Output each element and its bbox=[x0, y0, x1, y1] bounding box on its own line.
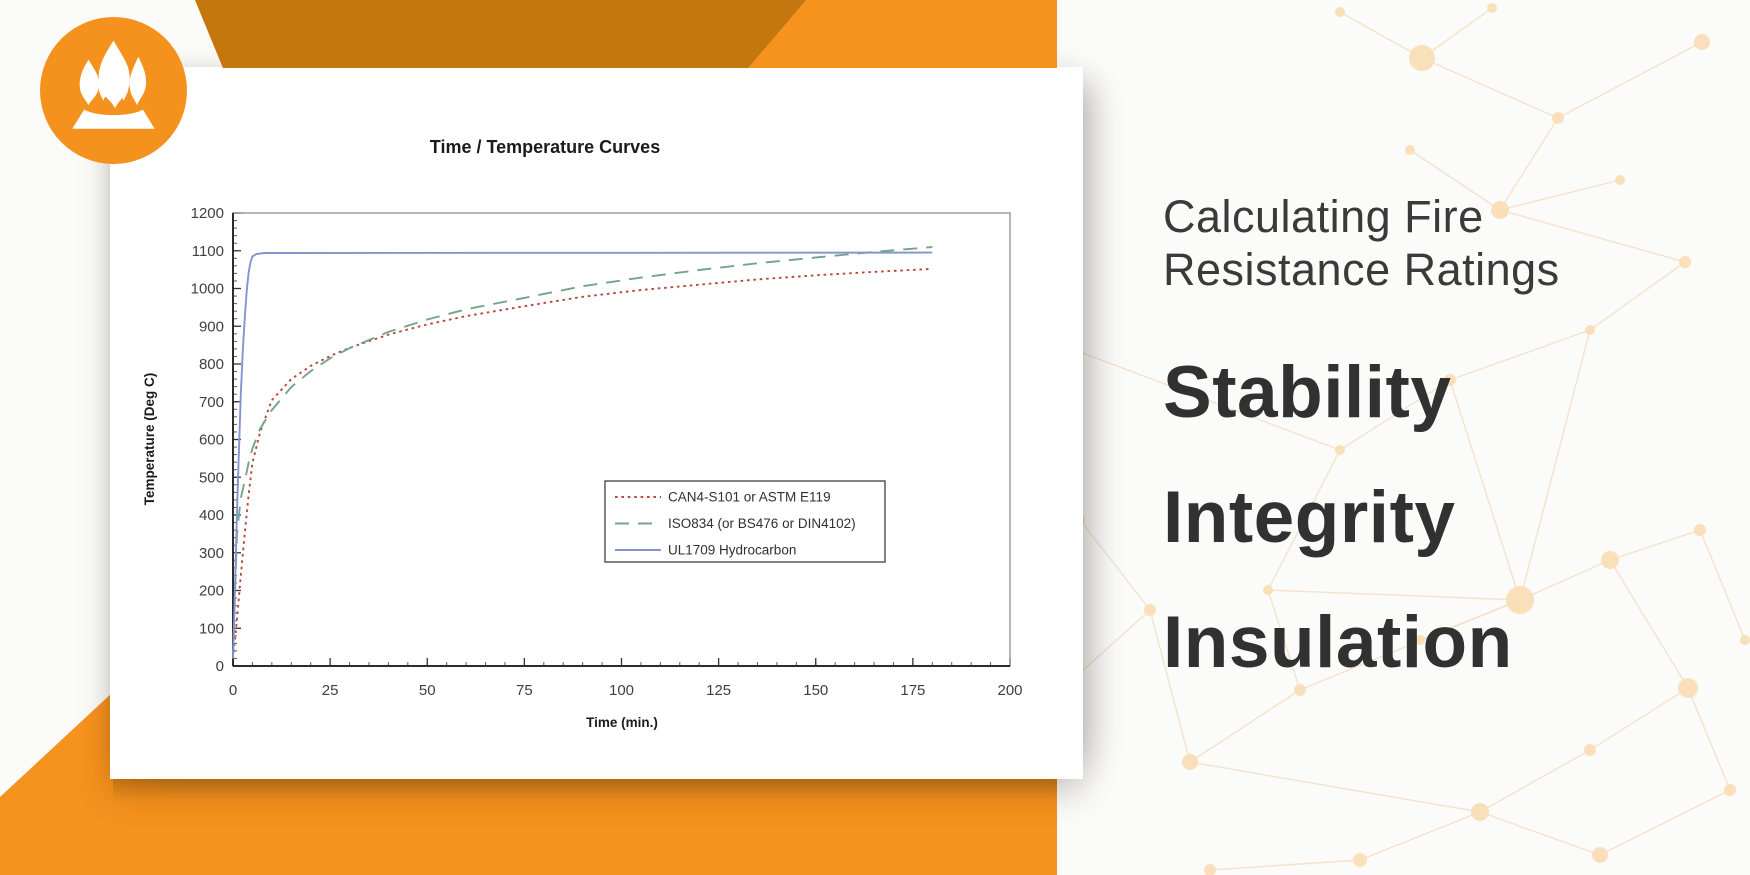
headline-word-stability: Stability bbox=[1163, 352, 1452, 433]
chart-title: Time / Temperature Curves bbox=[430, 137, 660, 157]
y-tick-label: 800 bbox=[199, 356, 224, 373]
x-tick-label: 50 bbox=[419, 682, 436, 699]
legend-label: CAN4-S101 or ASTM E119 bbox=[668, 490, 831, 505]
y-tick-label: 100 bbox=[199, 620, 224, 637]
x-tick-label: 150 bbox=[803, 682, 828, 699]
y-axis-title: Temperature (Deg C) bbox=[142, 373, 157, 506]
y-tick-label: 400 bbox=[199, 507, 224, 524]
card-bottom-shadow bbox=[113, 779, 1057, 801]
top-orange-band-dark bbox=[195, 0, 806, 68]
x-tick-label: 200 bbox=[997, 682, 1022, 699]
curve-0 bbox=[232, 267, 933, 659]
y-tick-label: 1100 bbox=[192, 243, 224, 260]
legend-label: UL1709 Hydrocarbon bbox=[668, 543, 796, 558]
headline-block: Calculating Fire Resistance Ratings bbox=[1163, 190, 1560, 296]
fire-logo-icon bbox=[40, 17, 187, 164]
headline-subtitle-line2: Resistance Ratings bbox=[1163, 244, 1560, 295]
y-tick-label: 500 bbox=[199, 469, 224, 486]
y-tick-label: 0 bbox=[216, 658, 224, 675]
curve-1 bbox=[232, 246, 933, 659]
legend-box bbox=[604, 480, 886, 563]
x-tick-label: 100 bbox=[609, 682, 634, 699]
curve-2 bbox=[232, 251, 933, 659]
y-tick-label: 900 bbox=[199, 318, 224, 335]
headline-subtitle-line1: Calculating Fire bbox=[1163, 191, 1484, 242]
x-tick-label: 0 bbox=[229, 682, 237, 699]
y-tick-label: 1200 bbox=[191, 205, 224, 222]
x-axis-title: Time (min.) bbox=[586, 715, 658, 730]
y-tick-label: 700 bbox=[199, 394, 224, 411]
y-tick-label: 300 bbox=[199, 545, 224, 562]
plot-frame bbox=[232, 212, 1011, 667]
x-tick-label: 75 bbox=[516, 682, 533, 699]
legend-label: ISO834 (or BS476 or DIN4102) bbox=[668, 516, 856, 531]
x-tick-label: 175 bbox=[900, 682, 925, 699]
time-temperature-chart: 0 25 50 75 100 125 150 175 200 0 100 200 300 400 500 60… bbox=[142, 137, 1023, 730]
headline-word-integrity: Integrity bbox=[1163, 477, 1456, 558]
headline-word-insulation: Insulation bbox=[1163, 602, 1513, 683]
chart-card: 0 25 50 75 100 125 150 175 200 0 100 200 300 400 500 60… bbox=[110, 67, 1083, 779]
y-tick-label: 600 bbox=[199, 432, 224, 449]
y-tick-label: 200 bbox=[199, 583, 224, 600]
y-tick-label: 1000 bbox=[191, 281, 224, 298]
flame-glyph bbox=[72, 40, 155, 129]
x-tick-label: 25 bbox=[322, 682, 339, 699]
x-tick-label: 125 bbox=[706, 682, 731, 699]
